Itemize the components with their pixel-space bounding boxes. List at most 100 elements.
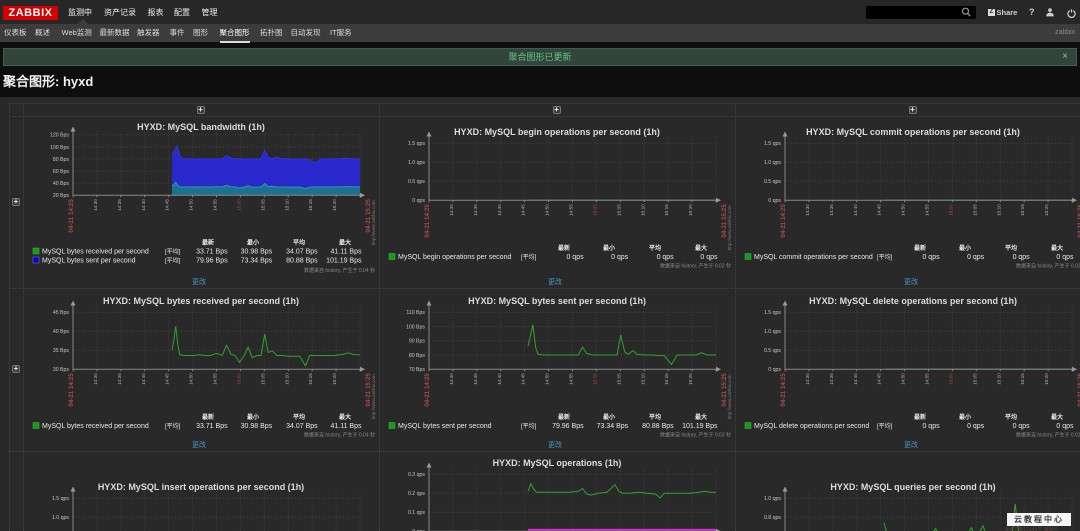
svg-text:14:30: 14:30 [805, 203, 810, 215]
svg-text:15:20: 15:20 [688, 203, 693, 215]
svg-text:73.34 Bps: 73.34 Bps [241, 258, 273, 265]
svg-text:最新: 最新 [914, 413, 926, 421]
svg-text:14:30: 14:30 [93, 199, 98, 211]
svg-text:41.11 Bps: 41.11 Bps [330, 249, 362, 256]
svg-text:60 Bps: 60 Bps [53, 169, 70, 175]
svg-text:04-21 15:25: 04-21 15:25 [721, 203, 728, 237]
svg-text:[平均]: [平均] [521, 253, 537, 261]
svg-text:04-21 15:25: 04-21 15:25 [721, 373, 728, 407]
svg-text:15:05: 15:05 [260, 373, 265, 385]
svg-text:HYXD: MySQL delete operations: HYXD: MySQL delete operations per second… [809, 296, 1017, 306]
svg-text:0 qps: 0 qps [1013, 423, 1031, 430]
svg-text:15:10: 15:10 [996, 373, 1001, 385]
svg-text:0 qps: 0 qps [1056, 254, 1074, 261]
svg-text:平均: 平均 [649, 244, 661, 252]
svg-text:15:15: 15:15 [308, 373, 313, 385]
svg-text:0.1 qps: 0.1 qps [408, 510, 425, 516]
svg-text:15:00: 15:00 [592, 373, 597, 385]
svg-text:120 Bps: 120 Bps [50, 133, 69, 139]
svg-text:1.5 qps: 1.5 qps [764, 310, 781, 316]
svg-text:数据来自 history, 产生于 0.04 秒: 数据来自 history, 产生于 0.04 秒 [304, 267, 375, 274]
svg-text:http://www.zabbix.com: http://www.zabbix.com [371, 200, 376, 245]
svg-text:14:35: 14:35 [473, 203, 478, 215]
svg-text:0 qps: 0 qps [922, 254, 940, 261]
svg-text:79.96 Bps: 79.96 Bps [552, 423, 584, 430]
svg-text:41.11 Bps: 41.11 Bps [330, 423, 362, 430]
svg-text:14:50: 14:50 [189, 373, 194, 385]
svg-text:15:15: 15:15 [664, 373, 669, 385]
svg-text:15:20: 15:20 [1044, 203, 1049, 215]
svg-text:30.98 Bps: 30.98 Bps [241, 423, 273, 430]
svg-text:14:40: 14:40 [141, 199, 146, 211]
svg-text:HYXD: MySQL commit operations: HYXD: MySQL commit operations per second… [806, 127, 1020, 137]
svg-text:数据来自 history, 产生于 0.03 秒: 数据来自 history, 产生于 0.03 秒 [660, 432, 731, 439]
svg-text:14:40: 14:40 [497, 203, 502, 215]
svg-text:70 Bps: 70 Bps [409, 367, 426, 373]
svg-text:14:45: 14:45 [521, 373, 526, 385]
svg-text:1.0 qps: 1.0 qps [764, 160, 781, 166]
svg-text:HYXD: MySQL bytes sent per sec: HYXD: MySQL bytes sent per second (1h) [468, 296, 646, 306]
svg-text:80 Bps: 80 Bps [53, 157, 70, 163]
svg-text:14:35: 14:35 [117, 199, 122, 211]
svg-text:14:55: 14:55 [213, 373, 218, 385]
svg-text:[平均]: [平均] [521, 422, 537, 430]
svg-text:04-21 14:25: 04-21 14:25 [780, 203, 787, 237]
svg-text:33.71 Bps: 33.71 Bps [196, 423, 228, 430]
svg-text:40 Bps: 40 Bps [53, 329, 70, 335]
svg-text:15:20: 15:20 [688, 373, 693, 385]
svg-text:最大: 最大 [1051, 413, 1063, 421]
svg-text:0 qps: 0 qps [657, 254, 675, 261]
svg-text:14:35: 14:35 [829, 373, 834, 385]
svg-text:04-21 14:25: 04-21 14:25 [68, 199, 75, 233]
svg-text:15:20: 15:20 [332, 373, 337, 385]
svg-text:15:20: 15:20 [1044, 373, 1049, 385]
svg-text:平均: 平均 [293, 239, 305, 247]
svg-text:15:20: 15:20 [332, 199, 337, 211]
svg-text:最新: 最新 [558, 244, 570, 252]
svg-text:79.96 Bps: 79.96 Bps [196, 258, 228, 265]
svg-text:15:10: 15:10 [996, 203, 1001, 215]
svg-text:最大: 最大 [339, 239, 351, 247]
svg-text:最小: 最小 [247, 413, 259, 421]
svg-text:[平均]: [平均] [877, 253, 893, 261]
svg-text:0 qps: 0 qps [412, 529, 425, 531]
svg-text:100 Bps: 100 Bps [50, 145, 69, 151]
svg-text:0 qps: 0 qps [1013, 254, 1031, 261]
svg-text:30 Bps: 30 Bps [53, 367, 70, 373]
svg-text:14:40: 14:40 [853, 373, 858, 385]
svg-text:14:40: 14:40 [497, 373, 502, 385]
svg-text:0 qps: 0 qps [1056, 423, 1074, 430]
svg-text:最新: 最新 [914, 244, 926, 252]
svg-text:0 qps: 0 qps [566, 254, 584, 261]
svg-text:HYXD: MySQL operations (1h): HYXD: MySQL operations (1h) [493, 458, 622, 468]
svg-text:1.5 qps: 1.5 qps [764, 141, 781, 147]
svg-text:HYXD: MySQL begin operations p: HYXD: MySQL begin operations per second … [454, 127, 660, 137]
svg-text:HYXD: MySQL insert operations: HYXD: MySQL insert operations per second… [98, 482, 304, 492]
svg-text:最大: 最大 [695, 244, 707, 252]
svg-text:15:05: 15:05 [616, 373, 621, 385]
svg-text:14:30: 14:30 [449, 203, 454, 215]
svg-text:最大: 最大 [695, 413, 707, 421]
svg-text:14:40: 14:40 [141, 373, 146, 385]
svg-text:1.0 qps: 1.0 qps [764, 329, 781, 335]
svg-text:14:30: 14:30 [449, 373, 454, 385]
svg-text:04-21 14:25: 04-21 14:25 [424, 373, 431, 407]
svg-text:14:55: 14:55 [213, 199, 218, 211]
svg-text:0 qps: 0 qps [768, 367, 781, 373]
svg-text:平均: 平均 [1005, 413, 1017, 421]
svg-text:20 Bps: 20 Bps [53, 193, 70, 199]
svg-text:1.0 qps: 1.0 qps [408, 160, 425, 166]
svg-text:最小: 最小 [603, 413, 615, 421]
svg-text:平均: 平均 [649, 413, 661, 421]
svg-text:平均: 平均 [1005, 244, 1017, 252]
svg-text:[平均]: [平均] [877, 422, 893, 430]
svg-text:15:05: 15:05 [616, 203, 621, 215]
svg-text:34.07 Bps: 34.07 Bps [286, 423, 318, 430]
svg-text:15:05: 15:05 [972, 203, 977, 215]
svg-text:0.8 qps: 0.8 qps [764, 515, 781, 521]
svg-text:0 qps: 0 qps [922, 423, 940, 430]
svg-text:110 Bps: 110 Bps [406, 310, 425, 316]
svg-text:14:35: 14:35 [829, 203, 834, 215]
svg-text:14:35: 14:35 [117, 373, 122, 385]
svg-text:0 qps: 0 qps [768, 198, 781, 204]
